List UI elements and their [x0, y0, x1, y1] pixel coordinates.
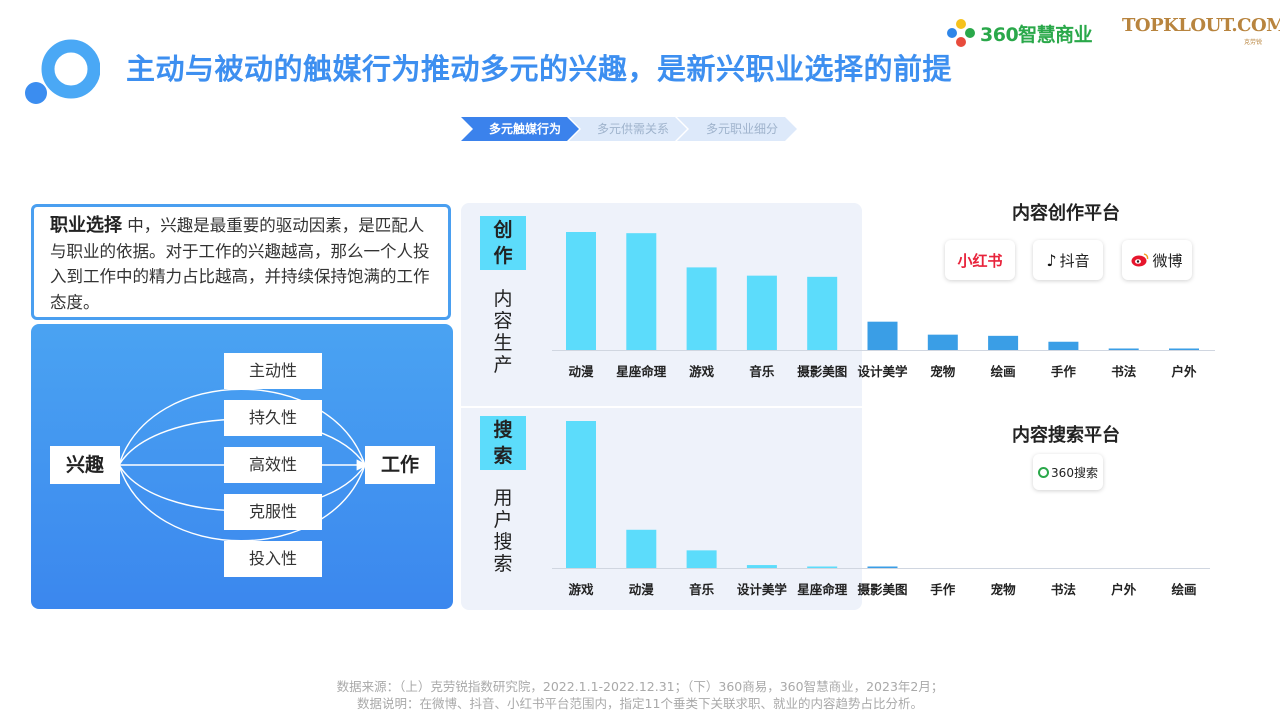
tag-search: 搜 索 — [480, 416, 526, 470]
label-char: 用 — [493, 487, 513, 509]
label-char: 搜 — [493, 531, 513, 553]
label-char: 容 — [493, 310, 513, 332]
bar-设计美学 — [867, 321, 898, 350]
brand-360-text: 360智慧商业 — [980, 23, 1093, 46]
360-search-text: 360搜索 — [1051, 465, 1098, 480]
label-char: 生 — [493, 332, 513, 354]
brand-360-logo: 360智慧商业 — [946, 16, 1106, 50]
node-work: 工作 — [365, 446, 435, 484]
360-search-circle-icon — [1038, 466, 1050, 478]
label-char: 产 — [493, 354, 513, 376]
douyin-logo: ♪ 抖音 — [1033, 240, 1103, 280]
tick-label-户外: 户外 — [1171, 364, 1197, 379]
tag-search-char-1: 搜 — [493, 419, 513, 441]
trait-overcoming: 克服性 — [224, 494, 322, 530]
tag-create: 创 作 — [480, 216, 526, 270]
tick-label-摄影美图: 摄影美图 — [857, 582, 907, 597]
label-char: 户 — [493, 509, 513, 531]
interest-work-diagram: 兴趣 工作 主动性 持久性 高效性 克服性 投入性 — [31, 324, 453, 609]
tick-label-绘画: 绘画 — [1171, 582, 1196, 597]
step-supply-demand[interactable]: 多元供需关系 — [569, 117, 687, 141]
tag-create-char-2: 作 — [493, 245, 513, 267]
chart-divider — [461, 406, 862, 408]
brand-topklout-logo: TOPKLOUT.COM 克劳锐 — [1122, 15, 1280, 46]
weibo-logo: 微博 — [1122, 240, 1192, 280]
step-media-behavior[interactable]: 多元触媒行为 — [461, 117, 579, 141]
label-user-search: 用 户 搜 索 — [493, 487, 513, 575]
xiaohongshu-text: 小红书 — [957, 251, 1003, 270]
tick-label-宠物: 宠物 — [991, 582, 1017, 597]
info-keyword: 职业选择 — [50, 215, 122, 236]
bar-摄影美图 — [867, 566, 898, 568]
label-content-production: 内 容 生 产 — [493, 288, 513, 376]
info-text: 中，兴趣是最重要的驱动因素，是匹配人与职业的依据。对于工作的兴趣越高，那么一个人… — [50, 216, 430, 312]
weibo-eye-icon — [1131, 253, 1149, 267]
bar-宠物 — [927, 334, 958, 350]
label-char: 索 — [493, 553, 513, 575]
trait-devotion: 投入性 — [224, 541, 322, 577]
tick-label-宠物: 宠物 — [930, 364, 956, 379]
weibo-text: 微博 — [1152, 251, 1183, 270]
page-title: 主动与被动的触媒行为推动多元的兴趣，是新兴职业选择的前提 — [126, 52, 953, 86]
logo-circle-icon — [25, 39, 100, 104]
bar-绘画 — [988, 335, 1019, 350]
douyin-note-icon: ♪ — [1046, 250, 1057, 270]
tick-label-设计美学: 设计美学 — [857, 364, 908, 379]
360-search-logo: 360搜索 — [1033, 454, 1103, 490]
xiaohongshu-logo: 小红书 — [945, 240, 1015, 280]
footer-note: 数据说明：在微博、抖音、小红书平台范围内，指定11个垂类下关联求职、就业的内容趋… — [357, 696, 923, 711]
tick-label-手作: 手作 — [1051, 364, 1077, 379]
tick-label-手作: 手作 — [930, 582, 956, 597]
tag-create-char-1: 创 — [493, 219, 513, 241]
brand-topklout-text: TOPKLOUT.COM — [1122, 15, 1280, 36]
tick-label-户外: 户外 — [1111, 582, 1137, 597]
brand-topklout-sub: 克劳锐 — [1243, 39, 1262, 46]
tick-label-书法: 书法 — [1111, 364, 1137, 379]
flower-icon — [947, 19, 975, 47]
tag-search-char-2: 索 — [493, 445, 513, 467]
bar-书法 — [1108, 348, 1139, 350]
tick-label-绘画: 绘画 — [991, 364, 1016, 379]
tick-label-书法: 书法 — [1051, 582, 1077, 597]
trait-efficiency: 高效性 — [224, 447, 322, 483]
footer-source: 数据来源：（上）克劳锐指数研究院，2022.1.1-2022.12.31；（下）… — [336, 679, 944, 694]
create-platform-title: 内容创作平台 — [1012, 203, 1120, 224]
bar-户外 — [1169, 348, 1199, 350]
footer-notes: 数据来源：（上）克劳锐指数研究院，2022.1.1-2022.12.31；（下）… — [200, 678, 1080, 712]
trait-persistence: 持久性 — [224, 400, 322, 436]
info-box: 职业选择 中，兴趣是最重要的驱动因素，是匹配人与职业的依据。对于工作的兴趣越高，… — [31, 204, 451, 320]
bar-手作 — [1048, 341, 1079, 350]
label-char: 内 — [493, 288, 513, 310]
trait-initiative: 主动性 — [224, 353, 322, 389]
node-interest: 兴趣 — [50, 446, 120, 484]
step-career-segment[interactable]: 多元职业细分 — [677, 117, 797, 141]
search-platform-title: 内容搜索平台 — [1012, 425, 1120, 446]
douyin-text: 抖音 — [1059, 251, 1090, 270]
